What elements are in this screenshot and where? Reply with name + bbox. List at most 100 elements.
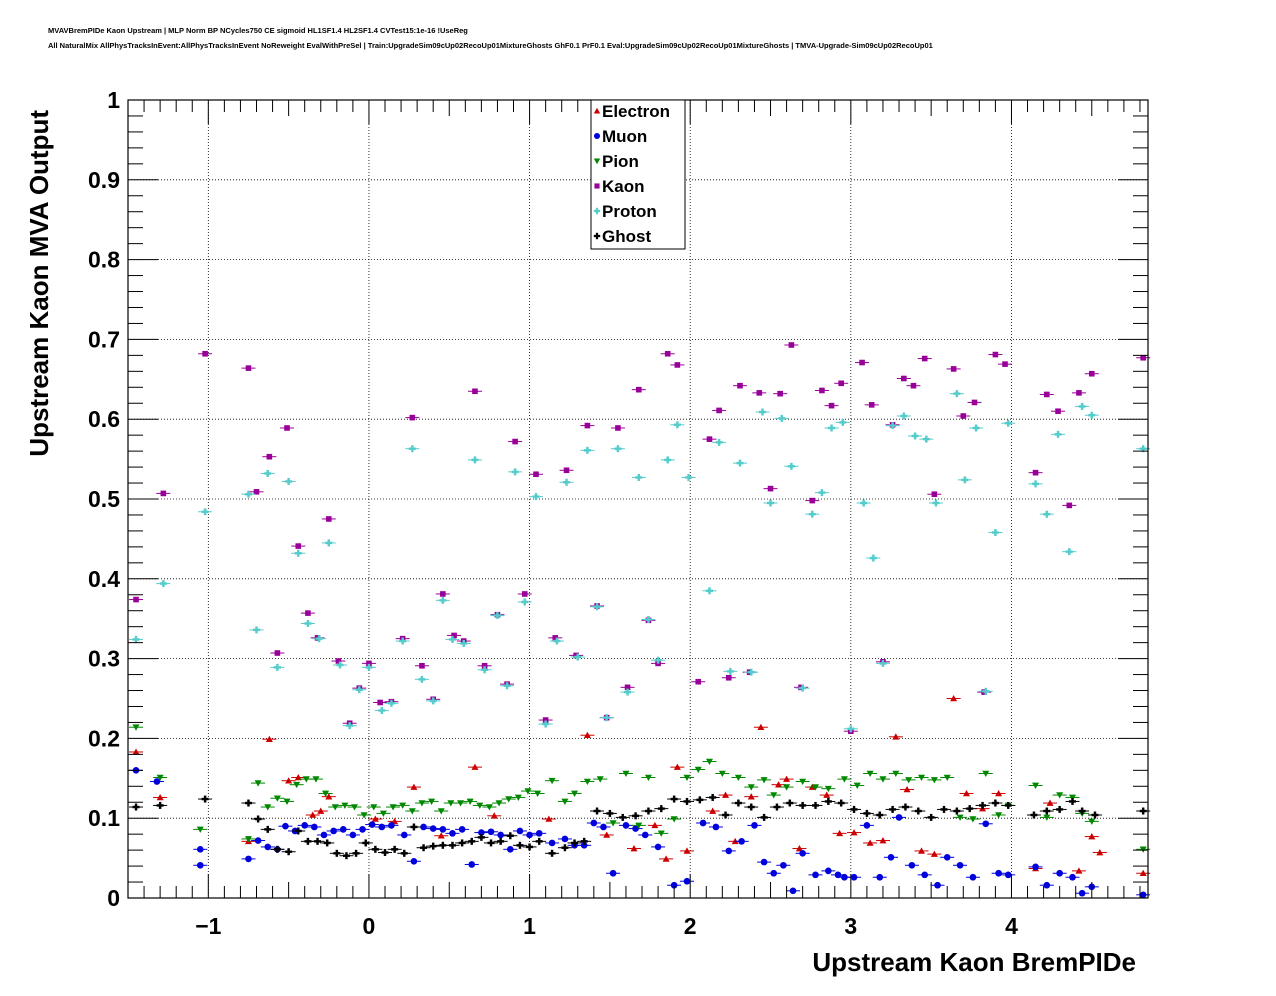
data-point-kaon [960, 413, 967, 419]
x-tick-label: 3 [844, 913, 857, 939]
data-point-ghost [760, 813, 768, 821]
data-point-electron [662, 855, 670, 862]
data-point-proton [1054, 430, 1062, 438]
data-point-ghost [244, 799, 252, 807]
data-point-ghost [381, 849, 389, 857]
data-point-muon [812, 871, 819, 879]
data-point-ghost [799, 801, 807, 809]
data-point-electron [918, 847, 926, 854]
data-point-muon [921, 871, 929, 879]
data-point-pion [254, 780, 262, 787]
data-point-ghost [901, 803, 909, 811]
data-point-muon [876, 873, 884, 881]
data-point-proton [758, 408, 766, 416]
data-point-ghost [304, 837, 312, 845]
data-point-pion [622, 770, 630, 778]
data-point-ghost [786, 799, 794, 807]
data-point-electron [783, 775, 791, 782]
data-point-proton [644, 615, 652, 623]
data-point-proton [715, 438, 723, 446]
data-point-electron [850, 829, 858, 836]
data-point-proton [563, 478, 571, 486]
data-point-electron [132, 748, 140, 755]
data-point-proton [481, 666, 489, 674]
legend-item-ghost: Ghost [593, 227, 651, 246]
data-point-ghost [294, 827, 302, 835]
data-point-pion [760, 777, 768, 784]
data-point-ghost [644, 807, 652, 815]
data-point-proton [503, 682, 511, 690]
data-point-proton [532, 493, 540, 501]
y-tick-label: 1 [107, 87, 120, 113]
data-point-muon [1056, 869, 1063, 877]
data-point-proton [972, 424, 980, 432]
data-point-kaon [253, 489, 260, 495]
data-point-proton [1139, 445, 1147, 453]
data-point-muon [420, 823, 427, 831]
data-point-ghost [458, 839, 466, 847]
data-point-pion [969, 816, 977, 823]
legend-item-kaon: Kaon [594, 177, 645, 196]
data-point-ghost [420, 844, 428, 852]
data-point-proton [439, 596, 447, 604]
data-point-proton [304, 619, 312, 627]
data-point-ghost [593, 807, 601, 815]
data-point-pion [350, 804, 358, 811]
data-point-ghost [342, 852, 350, 860]
data-point-pion [505, 796, 513, 803]
legend-label: Muon [602, 127, 647, 146]
data-point-proton [961, 476, 969, 484]
data-point-pion [457, 800, 465, 807]
data-point-kaon [664, 350, 671, 357]
data-point-proton [471, 456, 479, 464]
data-point-electron [962, 789, 970, 797]
data-point-proton [553, 637, 561, 645]
data-point-muon [429, 825, 437, 832]
data-point-ghost [561, 844, 569, 852]
legend-label: Proton [602, 202, 657, 221]
data-point-proton [542, 720, 550, 728]
data-point-kaon [1066, 502, 1073, 509]
y-tick-label: 0.8 [88, 247, 120, 273]
data-point-kaon [584, 422, 591, 429]
data-point-ghost [371, 845, 379, 853]
data-point-muon [632, 825, 639, 832]
data-point-kaon [245, 365, 252, 371]
legend-label: Kaon [602, 177, 645, 196]
data-point-electron [630, 845, 638, 852]
data-point-proton [818, 489, 826, 497]
data-point-ghost [863, 809, 871, 817]
data-point-pion [905, 777, 913, 784]
data-point-ghost [914, 807, 922, 815]
data-point-proton [787, 462, 795, 470]
data-point-pion [437, 808, 445, 815]
data-point-pion [447, 800, 455, 807]
data-point-electron [156, 793, 164, 801]
data-point-electron [309, 811, 317, 818]
data-point-electron [757, 723, 765, 731]
data-point-pion [571, 790, 579, 797]
y-axis-title: Upstream Kaon MVA Output [24, 110, 54, 457]
data-point-electron [325, 793, 333, 800]
data-point-ghost [773, 803, 781, 811]
data-point-pion [635, 822, 643, 829]
data-point-ghost [506, 832, 514, 840]
data-point-proton [889, 422, 897, 430]
data-point-muon [969, 873, 977, 881]
data-point-kaon [202, 350, 208, 357]
legend-marker-electron [593, 107, 601, 114]
data-point-proton [201, 508, 209, 516]
legend-label: Electron [602, 102, 670, 121]
data-point-pion [1032, 782, 1040, 789]
data-point-proton [408, 445, 416, 453]
data-point-pion [824, 785, 832, 793]
data-point-pion [770, 792, 778, 799]
data-point-electron [930, 850, 938, 857]
data-point-pion [1088, 818, 1096, 825]
data-point-kaon [305, 610, 311, 616]
legend-item-pion: Pion [593, 152, 639, 171]
data-point-pion [418, 800, 426, 807]
data-point-proton [418, 675, 426, 683]
data-point-proton [635, 473, 643, 481]
data-point-electron [903, 785, 911, 793]
